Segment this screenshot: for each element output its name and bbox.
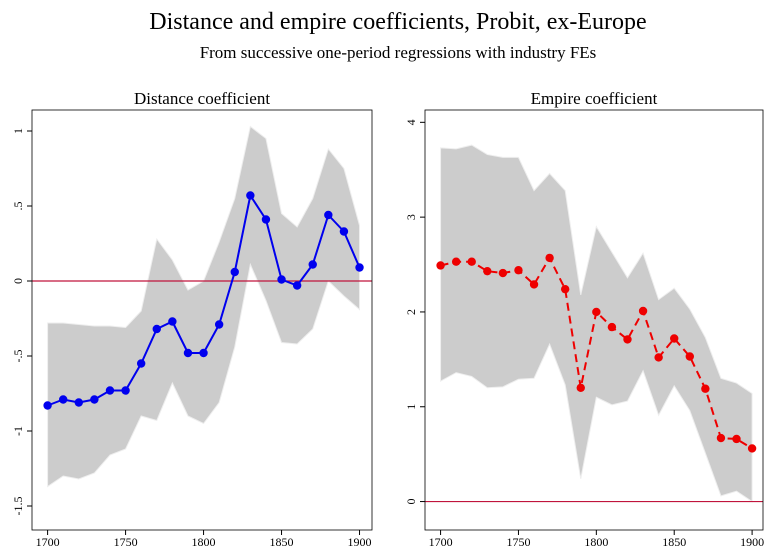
point <box>483 266 492 276</box>
point <box>292 281 302 290</box>
point <box>732 434 741 444</box>
plot-frame <box>31 109 373 531</box>
point <box>105 386 115 395</box>
point <box>576 383 585 392</box>
point <box>607 322 617 332</box>
point <box>230 267 239 277</box>
y-tick-label: 1 <box>11 128 25 134</box>
plot-frame <box>424 109 764 531</box>
point <box>90 395 99 404</box>
point <box>246 191 255 200</box>
x-tick-label: 1700 <box>36 535 60 549</box>
point <box>560 284 570 294</box>
x-tick-label: 1900 <box>348 535 372 549</box>
point <box>592 307 601 317</box>
y-tick-label: 0 <box>11 278 25 284</box>
point <box>685 352 694 361</box>
point <box>136 359 146 368</box>
point <box>716 433 726 443</box>
point <box>277 275 286 284</box>
point <box>545 253 554 263</box>
y-tick-label: 4 <box>404 119 418 125</box>
point <box>58 395 68 404</box>
point <box>467 257 476 266</box>
y-tick-label: 3 <box>404 214 418 220</box>
y-tick-label: .5 <box>11 202 25 211</box>
x-tick-label: 1700 <box>429 535 453 549</box>
point <box>324 210 333 220</box>
y-tick-label: -.5 <box>11 350 25 363</box>
x-tick-label: 1800 <box>192 535 216 549</box>
point <box>261 215 271 224</box>
x-tick-label: 1850 <box>662 535 686 549</box>
confidence-band <box>47 125 361 488</box>
y-tick-label: 1 <box>404 404 418 410</box>
point <box>339 227 349 236</box>
x-tick-label: 1900 <box>740 535 764 549</box>
point <box>152 324 161 334</box>
panel-title: Distance coefficient <box>134 89 270 108</box>
point <box>701 384 710 393</box>
y-tick-label: 2 <box>404 309 418 315</box>
y-tick-label: 0 <box>404 499 418 505</box>
y-tick-label: -1.5 <box>11 497 25 516</box>
x-tick-label: 1850 <box>270 535 294 549</box>
chart-title: Distance and empire coefficients, Probit… <box>149 9 646 35</box>
x-tick-label: 1750 <box>506 535 530 549</box>
point <box>498 268 508 278</box>
point <box>199 348 208 358</box>
point <box>638 306 648 316</box>
point <box>121 386 130 395</box>
point <box>436 261 445 270</box>
point <box>74 398 83 407</box>
chart-subtitle: From successive one-period regressions w… <box>200 43 597 62</box>
point <box>670 334 679 343</box>
y-tick-label: -1 <box>11 426 25 436</box>
x-tick-label: 1800 <box>584 535 608 549</box>
point <box>355 263 364 272</box>
point <box>214 320 224 329</box>
x-tick-label: 1750 <box>114 535 138 549</box>
point <box>168 317 177 326</box>
point <box>623 335 632 344</box>
point <box>747 444 757 453</box>
confidence-band <box>440 144 753 503</box>
point <box>654 353 663 362</box>
point <box>43 401 52 410</box>
point <box>308 260 317 269</box>
point <box>514 266 523 275</box>
panel-title: Empire coefficient <box>531 89 658 108</box>
point <box>451 257 461 266</box>
point <box>529 280 539 289</box>
point <box>183 348 193 358</box>
